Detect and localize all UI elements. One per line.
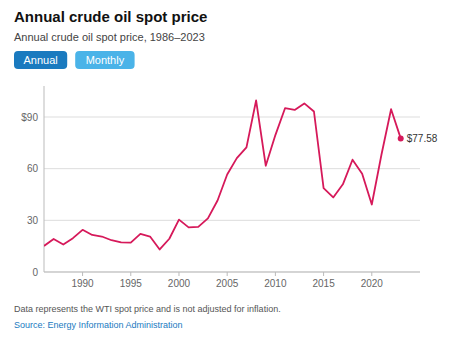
plot-area xyxy=(44,100,404,249)
price-line xyxy=(44,100,401,249)
button[interactable]: Monthly xyxy=(75,51,134,69)
x-tick-label: 2020 xyxy=(361,278,384,289)
x-tick xyxy=(371,272,372,276)
grid-line xyxy=(44,168,420,169)
annotation: $77.58 xyxy=(407,133,438,144)
footnote: Data represents the WTI spot price and i… xyxy=(14,304,281,314)
background xyxy=(0,0,474,341)
x-tick xyxy=(178,272,179,276)
axes: 0 30 60 $90 1990 1995 2000 2005 2010 2015 2020 xyxy=(21,86,420,289)
button-label[interactable]: Monthly xyxy=(86,54,125,66)
button-label[interactable]: Annual xyxy=(23,54,57,66)
x-tick xyxy=(227,272,228,276)
x-tick-label: 2010 xyxy=(264,278,287,289)
x-tick-label: 2015 xyxy=(312,278,335,289)
y-axis-line xyxy=(44,86,45,272)
last-point xyxy=(398,135,404,141)
subtitle: Annual crude oil spot price, 1986–2023 xyxy=(14,31,205,43)
x-tick-label: 2005 xyxy=(216,278,239,289)
grid-line xyxy=(44,272,420,273)
x-tick xyxy=(275,272,276,276)
y-tick-label: 60 xyxy=(27,163,39,174)
chart: Annual crude oil spot price Annual crude … xyxy=(0,0,474,341)
x-tick-label: 2000 xyxy=(168,278,191,289)
button-background[interactable] xyxy=(75,51,134,69)
x-tick xyxy=(323,272,324,276)
x-tick-label: 1990 xyxy=(71,278,94,289)
source: Source: Energy Information Administratio… xyxy=(14,320,183,330)
x-axis-line xyxy=(44,272,420,273)
y-tick-label: 0 xyxy=(32,267,38,278)
title: Annual crude oil spot price xyxy=(14,8,207,25)
x-tick-label: 1995 xyxy=(120,278,143,289)
y-tick-label: $90 xyxy=(21,112,38,123)
button[interactable]: Annual xyxy=(14,51,67,69)
grid-line xyxy=(44,220,420,221)
x-tick xyxy=(130,272,131,276)
x-tick xyxy=(82,272,83,276)
grid-line xyxy=(44,117,420,118)
y-tick-label: 30 xyxy=(27,215,39,226)
button-background[interactable] xyxy=(14,51,67,69)
